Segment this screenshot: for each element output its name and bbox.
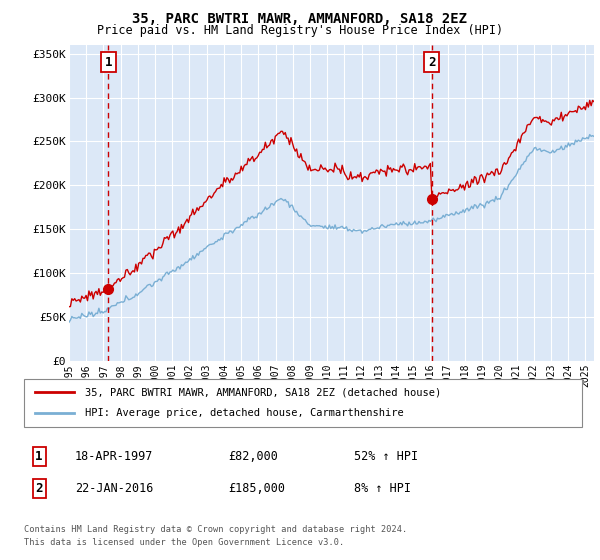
- Text: 18-APR-1997: 18-APR-1997: [75, 450, 154, 463]
- Text: 52% ↑ HPI: 52% ↑ HPI: [354, 450, 418, 463]
- Text: £82,000: £82,000: [228, 450, 278, 463]
- Text: 2: 2: [428, 56, 435, 69]
- Text: 2: 2: [35, 482, 43, 495]
- Text: 1: 1: [104, 56, 112, 69]
- Text: Price paid vs. HM Land Registry's House Price Index (HPI): Price paid vs. HM Land Registry's House …: [97, 24, 503, 36]
- Text: Contains HM Land Registry data © Crown copyright and database right 2024.: Contains HM Land Registry data © Crown c…: [24, 525, 407, 534]
- Text: 35, PARC BWTRI MAWR, AMMANFORD, SA18 2EZ (detached house): 35, PARC BWTRI MAWR, AMMANFORD, SA18 2EZ…: [85, 388, 442, 398]
- Text: 22-JAN-2016: 22-JAN-2016: [75, 482, 154, 495]
- Text: This data is licensed under the Open Government Licence v3.0.: This data is licensed under the Open Gov…: [24, 538, 344, 547]
- Text: 1: 1: [35, 450, 43, 463]
- Text: 8% ↑ HPI: 8% ↑ HPI: [354, 482, 411, 495]
- Text: £185,000: £185,000: [228, 482, 285, 495]
- Text: 35, PARC BWTRI MAWR, AMMANFORD, SA18 2EZ: 35, PARC BWTRI MAWR, AMMANFORD, SA18 2EZ: [133, 12, 467, 26]
- Text: HPI: Average price, detached house, Carmarthenshire: HPI: Average price, detached house, Carm…: [85, 408, 404, 418]
- FancyBboxPatch shape: [24, 379, 582, 427]
